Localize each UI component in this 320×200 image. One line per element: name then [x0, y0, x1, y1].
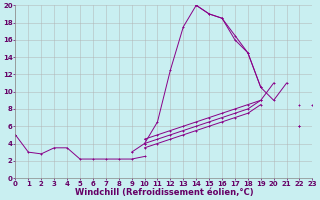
- X-axis label: Windchill (Refroidissement éolien,°C): Windchill (Refroidissement éolien,°C): [75, 188, 253, 197]
